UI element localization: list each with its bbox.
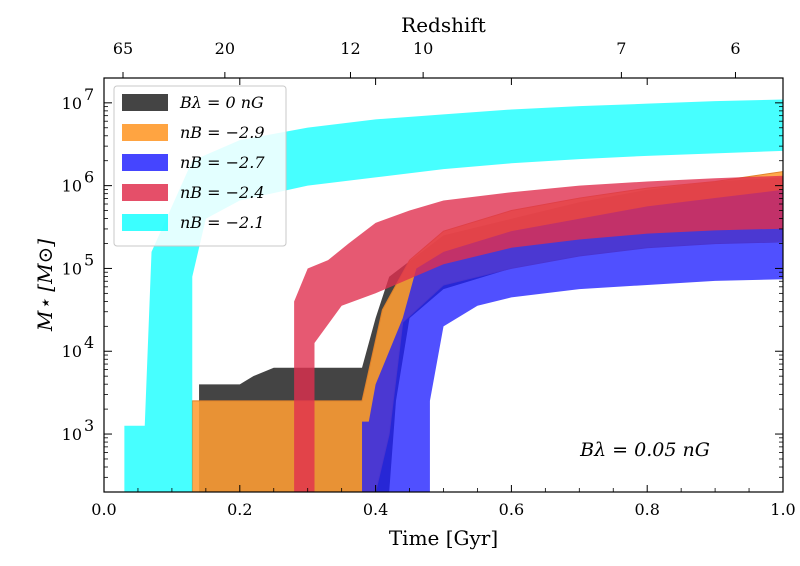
y-tick-exponent: 3 <box>84 416 94 435</box>
y-axis-title: M⋆ [M⊙] <box>33 239 57 332</box>
legend-swatch-2 <box>122 124 168 141</box>
redshift-tick-label: 65 <box>113 39 133 58</box>
redshift-tick-label: 12 <box>340 39 360 58</box>
legend-swatch-5 <box>122 214 168 231</box>
redshift-tick-label: 10 <box>413 39 433 58</box>
x-tick-label: 0.2 <box>227 500 252 519</box>
x-axis-ticks: 0.0 0.2 0.4 0.6 0.8 1.0 <box>91 78 796 519</box>
legend-swatch-4 <box>122 184 168 201</box>
redshift-tick-label: 7 <box>616 39 626 58</box>
legend-label-3: nB = −2.7 <box>180 153 265 172</box>
y-tick-exponent: 7 <box>84 85 94 104</box>
series-band-3 <box>362 189 783 492</box>
y-tick-label: 10 <box>62 259 82 278</box>
x-tick-label: 1.0 <box>770 500 795 519</box>
x-tick-label: 0.8 <box>634 500 659 519</box>
field-strength-annotation: Bλ = 0.05 nG <box>579 439 710 461</box>
y-tick-label: 10 <box>62 94 82 113</box>
legend-label-2: nB = −2.9 <box>180 123 265 142</box>
x-tick-label: 0.4 <box>363 500 388 519</box>
redshift-axis-title: Redshift <box>401 13 486 37</box>
x-tick-label: 0.0 <box>91 500 116 519</box>
legend-swatch-3 <box>122 154 168 171</box>
series-band-4 <box>294 175 783 493</box>
redshift-tick-label: 20 <box>215 39 235 58</box>
y-tick-label: 10 <box>62 342 82 361</box>
legend-label-1: Bλ = 0 nG <box>179 93 264 112</box>
legend-label-5: nB = −2.1 <box>180 213 265 232</box>
x-tick-label: 0.6 <box>499 500 524 519</box>
series-band-5 <box>124 99 784 492</box>
redshift-tick-label: 6 <box>730 39 740 58</box>
x-axis-title: Time [Gyr] <box>389 526 498 550</box>
legend-swatch-1 <box>122 94 168 111</box>
legend: Bλ = 0 nG nB = −2.9 nB = −2.7 nB = −2.4 nB =… <box>113 85 287 247</box>
legend-label-4: nB = −2.4 <box>180 183 265 202</box>
y-tick-exponent: 5 <box>84 250 94 269</box>
redshift-axis-ticks: 65 20 12 10 7 6 <box>113 39 741 78</box>
y-tick-exponent: 6 <box>84 168 94 187</box>
y-tick-exponent: 4 <box>84 333 94 352</box>
y-tick-label: 10 <box>62 177 82 196</box>
y-tick-label: 10 <box>62 425 82 444</box>
